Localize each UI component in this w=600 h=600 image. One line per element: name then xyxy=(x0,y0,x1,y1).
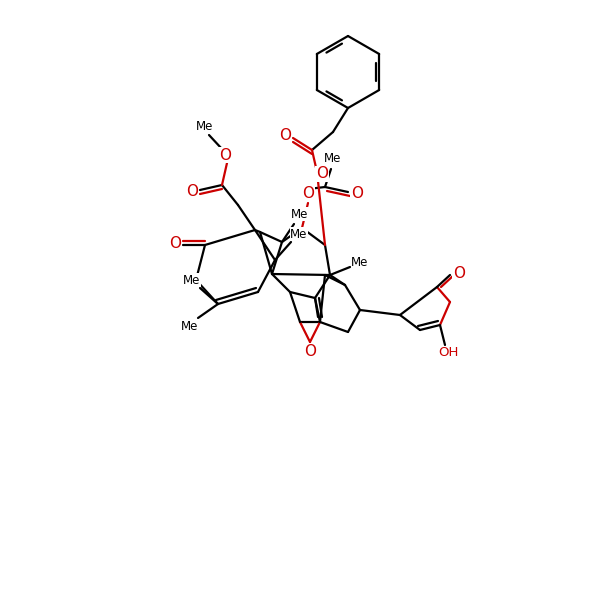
Text: Me: Me xyxy=(181,319,199,332)
Text: O: O xyxy=(304,343,316,358)
Text: Me: Me xyxy=(292,208,308,220)
Text: Me: Me xyxy=(196,121,214,133)
Text: OH: OH xyxy=(438,346,458,359)
Text: Me: Me xyxy=(184,274,200,286)
Text: O: O xyxy=(302,187,314,202)
Text: Me: Me xyxy=(290,227,308,241)
Text: O: O xyxy=(186,185,198,199)
Text: Me: Me xyxy=(352,257,368,269)
Text: O: O xyxy=(453,265,465,280)
Text: O: O xyxy=(316,166,328,181)
Text: Me: Me xyxy=(325,152,341,166)
Text: O: O xyxy=(169,235,181,251)
Text: O: O xyxy=(219,148,231,163)
Text: O: O xyxy=(279,128,291,143)
Text: O: O xyxy=(351,187,363,202)
